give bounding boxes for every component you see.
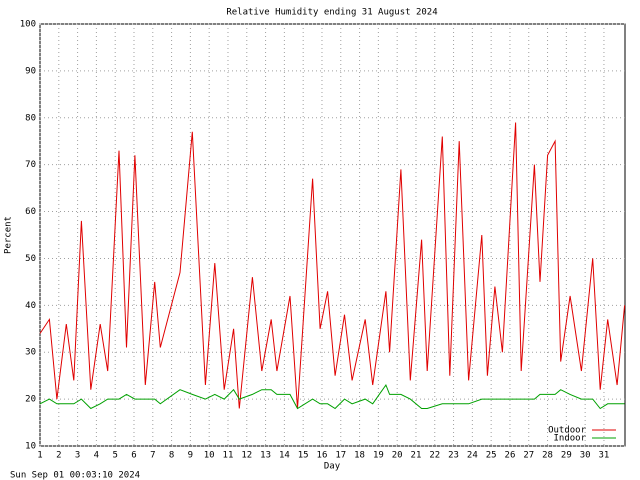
y-tick-label: 30 <box>25 348 36 358</box>
x-tick-label: 6 <box>131 451 136 461</box>
y-tick-label: 40 <box>25 301 36 311</box>
x-tick-label: 24 <box>467 451 478 461</box>
x-tick-label: 12 <box>241 451 252 461</box>
series-line <box>39 383 625 410</box>
x-tick-label: 10 <box>204 451 215 461</box>
x-tick-label: 20 <box>392 451 403 461</box>
plot-border <box>39 23 626 447</box>
y-tick-label: 20 <box>25 395 36 405</box>
x-axis-label: Day <box>324 462 341 472</box>
x-tick-label: 4 <box>94 451 99 461</box>
y-axis-label: Percent <box>4 216 14 254</box>
y-tick-label: 80 <box>25 113 36 123</box>
x-tick-label: 31 <box>599 451 610 461</box>
x-tick-label: 9 <box>188 451 193 461</box>
y-tick-label: 60 <box>25 207 36 217</box>
y-tick-label: 90 <box>25 66 36 76</box>
x-tick-label: 8 <box>169 451 174 461</box>
x-tick-label: 2 <box>56 451 61 461</box>
x-tick-label: 16 <box>317 451 328 461</box>
x-tick-label: 15 <box>298 451 309 461</box>
x-tick-label: 13 <box>260 451 271 461</box>
x-tick-label: 28 <box>542 451 553 461</box>
y-tick-label: 10 <box>25 442 36 452</box>
x-tick-label: 14 <box>279 451 290 461</box>
y-tick-label: 70 <box>25 160 36 170</box>
x-tick-label: 21 <box>411 451 422 461</box>
x-tick-label: 29 <box>561 451 572 461</box>
x-tick-label: 30 <box>580 451 591 461</box>
x-tick-label: 23 <box>448 451 459 461</box>
x-tick-label: 22 <box>429 451 440 461</box>
x-tick-label: 27 <box>523 451 534 461</box>
x-tick-label: 26 <box>505 451 516 461</box>
y-tick-label: 50 <box>25 254 36 264</box>
x-tick-label: 19 <box>373 451 384 461</box>
y-tick-label: 100 <box>20 20 36 30</box>
series-line <box>39 122 626 409</box>
x-tick-label: 7 <box>150 451 155 461</box>
legend-label: Outdoor <box>548 426 587 436</box>
footer-timestamp: Sun Sep 01 00:03:10 2024 <box>10 471 140 480</box>
x-tick-label: 25 <box>486 451 497 461</box>
legend-label: Indoor <box>553 434 586 444</box>
chart-title: Relative Humidity ending 31 August 2024 <box>226 8 437 18</box>
x-tick-label: 1 <box>37 451 42 461</box>
x-tick-label: 17 <box>335 451 346 461</box>
x-tick-label: 3 <box>75 451 80 461</box>
x-tick-label: 11 <box>223 451 234 461</box>
x-tick-label: 5 <box>112 451 117 461</box>
x-tick-label: 18 <box>354 451 365 461</box>
